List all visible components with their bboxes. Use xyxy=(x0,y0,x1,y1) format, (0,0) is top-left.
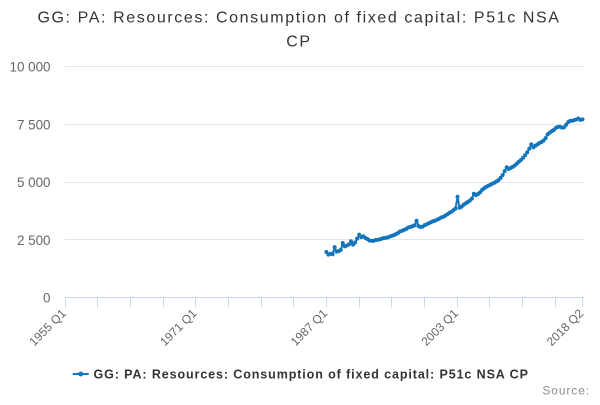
svg-text:CP: CP xyxy=(286,34,311,51)
svg-text:5 000: 5 000 xyxy=(17,175,51,190)
svg-text:Source:: Source: xyxy=(542,384,590,398)
svg-text:10 000: 10 000 xyxy=(10,60,51,75)
svg-text:GG: PA: Resources: Consumption: GG: PA: Resources: Consumption of fixed … xyxy=(37,10,560,27)
svg-text:GG: PA: Resources: Consumption: GG: PA: Resources: Consumption of fixed … xyxy=(94,368,529,382)
svg-text:0: 0 xyxy=(43,291,50,306)
svg-text:7 500: 7 500 xyxy=(17,117,51,132)
svg-text:2 500: 2 500 xyxy=(17,233,51,248)
